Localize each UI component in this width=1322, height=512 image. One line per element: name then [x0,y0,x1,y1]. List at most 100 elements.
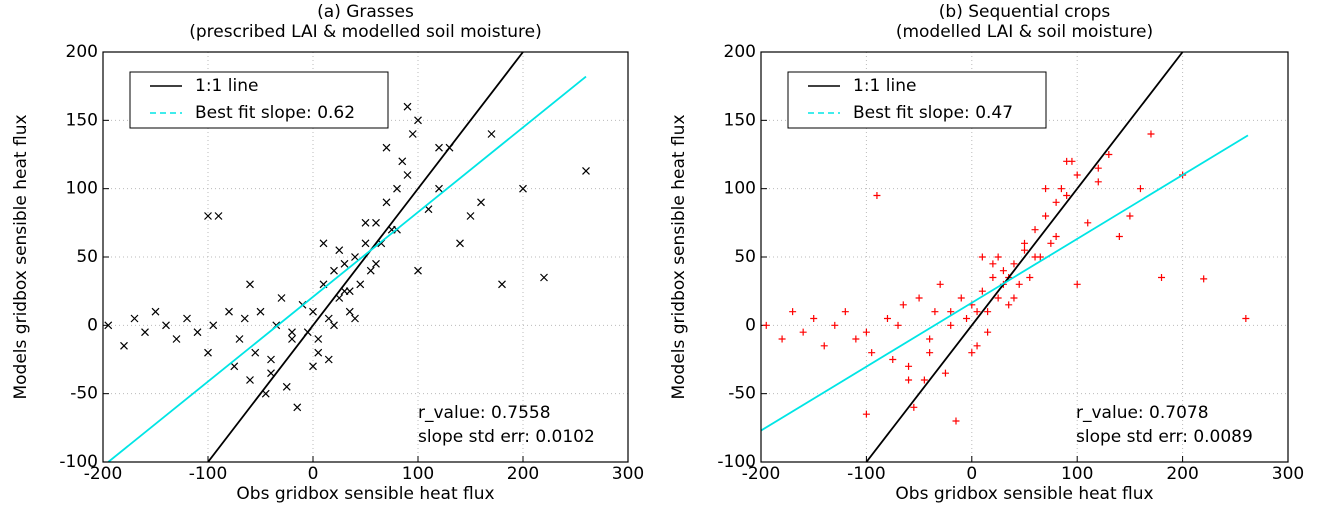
data-point [361,218,370,227]
data-point [403,171,412,179]
data-point [403,102,412,111]
data-point [277,294,286,302]
data-point [256,307,265,316]
data-point [319,239,328,248]
data-point [540,273,548,282]
data-point [1094,178,1102,186]
y-tick-label: 150 [724,110,756,130]
data-point [235,335,244,343]
data-point [1147,130,1155,138]
data-point [778,335,786,343]
x-tick-label: 0 [308,464,319,484]
data-point [883,315,891,322]
data-point [372,218,380,227]
y-axis-label: Models gridbox sensible heat flux [669,114,689,399]
data-point [130,314,139,323]
fit-line [761,134,1249,432]
data-point [1052,198,1060,206]
x-tick-label: 100 [402,464,434,484]
annotation: slope std err: 0.0102 [418,427,595,447]
data-point [905,376,913,384]
x-tick-label: 100 [1061,464,1093,484]
data-point [984,328,992,336]
fit-line [107,75,587,462]
x-tick-label: 200 [507,464,539,484]
data-point [477,198,485,207]
data-point [204,212,212,220]
data-point [1115,233,1123,240]
data-point [1005,301,1013,309]
data-point [968,349,976,357]
data-point [889,356,897,363]
data-point [1010,260,1018,268]
y-tick-label: 150 [66,110,98,130]
chart-subtitle: (modelled LAI & soil moisture) [896,22,1153,42]
data-point [1021,246,1028,254]
x-tick-label: -200 [742,464,781,484]
data-point [214,212,223,220]
legend-box [129,71,389,129]
plot-frame [760,51,1289,463]
x-tick-label: -100 [189,464,228,484]
data-point [1031,226,1039,234]
data-point [414,116,422,125]
data-point [947,321,955,329]
data-point [994,294,1002,302]
data-point [1015,280,1023,288]
data-point [952,417,960,425]
annotation: slope std err: 0.0089 [1076,427,1253,447]
y-tick-label: -50 [70,384,98,404]
data-point [1126,212,1134,220]
x-tick-label: 0 [966,464,977,484]
data-point [330,266,338,275]
data-point [1031,253,1039,261]
data-point [810,315,818,322]
data-point [999,267,1007,275]
chart-title: (a) Grasses [317,2,414,22]
data-point [366,266,375,275]
data-point [408,130,417,138]
data-point [868,349,876,357]
x-tick-label: 200 [1166,464,1198,484]
data-point [314,348,323,357]
annotation: r_value: 0.7078 [1076,403,1209,423]
data-point [345,287,354,296]
data-point [1042,185,1050,193]
data-point [931,308,939,316]
data-point [926,335,934,343]
data-point [1063,192,1071,199]
chart-title: (b) Sequential crops [939,2,1111,22]
data-point [240,314,249,323]
y-tick-label: 50 [734,247,756,267]
data-point [230,362,239,371]
y-tick-label: -100 [59,452,98,472]
data-point [989,274,997,281]
x-axis-label: Obs gridbox sensible heat flux [895,484,1153,504]
data-point [915,294,923,302]
data-point [251,348,260,357]
data-point [345,307,354,316]
y-tick-label: 200 [66,42,98,62]
data-point [978,287,986,295]
data-point [994,253,1002,261]
data-point [204,348,212,357]
data-point [1021,239,1028,247]
data-point [309,362,317,371]
legend-label: 1:1 line [195,76,258,96]
data-point [789,308,797,316]
data-point [372,259,380,268]
data-point [340,259,349,268]
chart-subtitle: (prescribed LAI & modelled soil moisture… [189,22,542,42]
data-point [973,342,981,350]
y-tick-label: 50 [76,247,98,267]
data-point [1084,219,1092,227]
legend-label: Best fit slope: 0.47 [853,103,1013,123]
data-point [267,355,275,364]
y-tick-label: 200 [724,42,756,62]
data-point [456,239,464,248]
plot-area [761,52,1250,462]
data-point [519,184,527,193]
y-tick-label: 0 [745,315,756,335]
data-point [957,294,965,302]
